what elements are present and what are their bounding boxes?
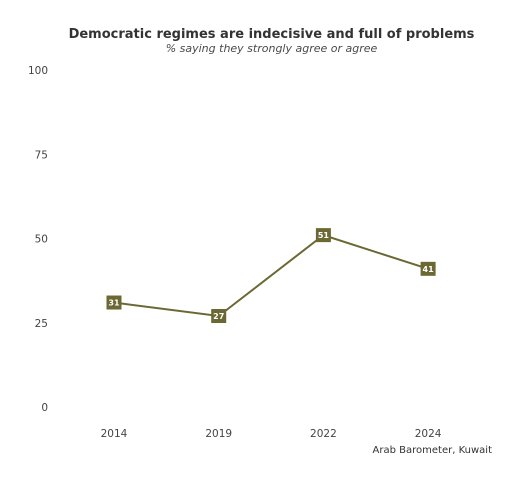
data-label: 31 [108, 299, 120, 308]
chart-subtitle: % saying they strongly agree or agree [165, 42, 378, 55]
x-tick-label: 2014 [101, 428, 128, 440]
x-tick-label: 2019 [205, 428, 232, 440]
data-point [106, 295, 122, 310]
data-point [315, 228, 331, 243]
series-line [113, 234, 429, 318]
y-tick-label: 75 [35, 149, 48, 161]
data-label: 27 [213, 312, 224, 321]
y-tick-label: 0 [41, 402, 48, 414]
source-note: Arab Barometer, Kuwait [372, 445, 492, 456]
x-tick-label: 2022 [310, 428, 337, 440]
y-tick-label: 25 [35, 318, 48, 330]
data-label: 41 [423, 265, 435, 274]
y-tick-label: 100 [28, 65, 48, 77]
data-point [211, 309, 227, 324]
x-tick-label: 2024 [415, 428, 442, 440]
chart-title: Democratic regimes are indecisive and fu… [68, 27, 475, 42]
data-point [420, 261, 436, 276]
y-tick-label: 50 [35, 234, 48, 246]
data-label: 51 [318, 231, 330, 240]
